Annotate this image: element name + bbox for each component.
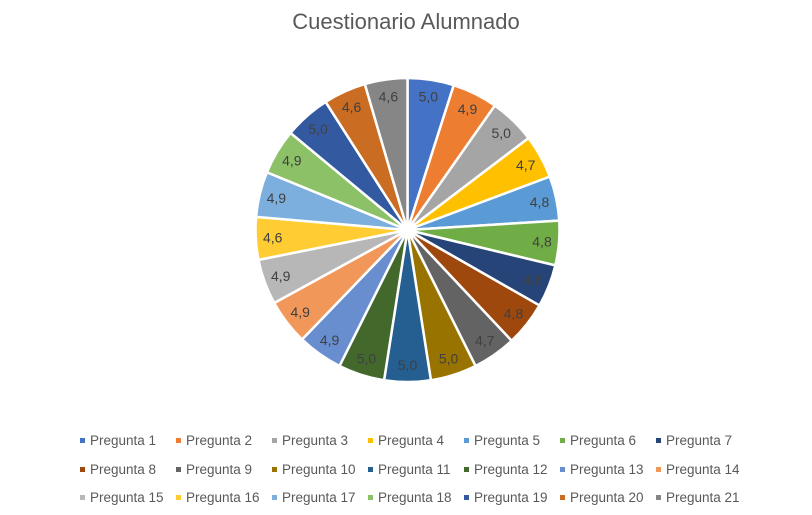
- svg-text:5,0: 5,0: [439, 351, 459, 367]
- svg-text:4,8: 4,8: [504, 306, 524, 322]
- svg-text:5,0: 5,0: [308, 121, 328, 137]
- svg-text:4,9: 4,9: [271, 268, 291, 284]
- svg-text:5,0: 5,0: [357, 351, 377, 367]
- svg-text:4,6: 4,6: [263, 230, 283, 246]
- svg-text:4,9: 4,9: [458, 101, 478, 117]
- svg-text:5,0: 5,0: [419, 89, 439, 105]
- svg-text:4,6: 4,6: [523, 272, 543, 288]
- svg-text:4,9: 4,9: [290, 304, 310, 320]
- svg-text:5,0: 5,0: [491, 125, 511, 141]
- svg-text:4,9: 4,9: [320, 332, 340, 348]
- svg-text:4,7: 4,7: [475, 333, 495, 349]
- svg-text:4,9: 4,9: [282, 153, 302, 169]
- svg-text:4,6: 4,6: [379, 88, 399, 104]
- svg-text:5,0: 5,0: [398, 357, 418, 373]
- svg-text:4,9: 4,9: [267, 190, 287, 206]
- svg-text:4,8: 4,8: [532, 234, 552, 250]
- svg-text:4,7: 4,7: [516, 157, 536, 173]
- svg-text:4,6: 4,6: [342, 99, 362, 115]
- svg-text:4,8: 4,8: [530, 194, 550, 210]
